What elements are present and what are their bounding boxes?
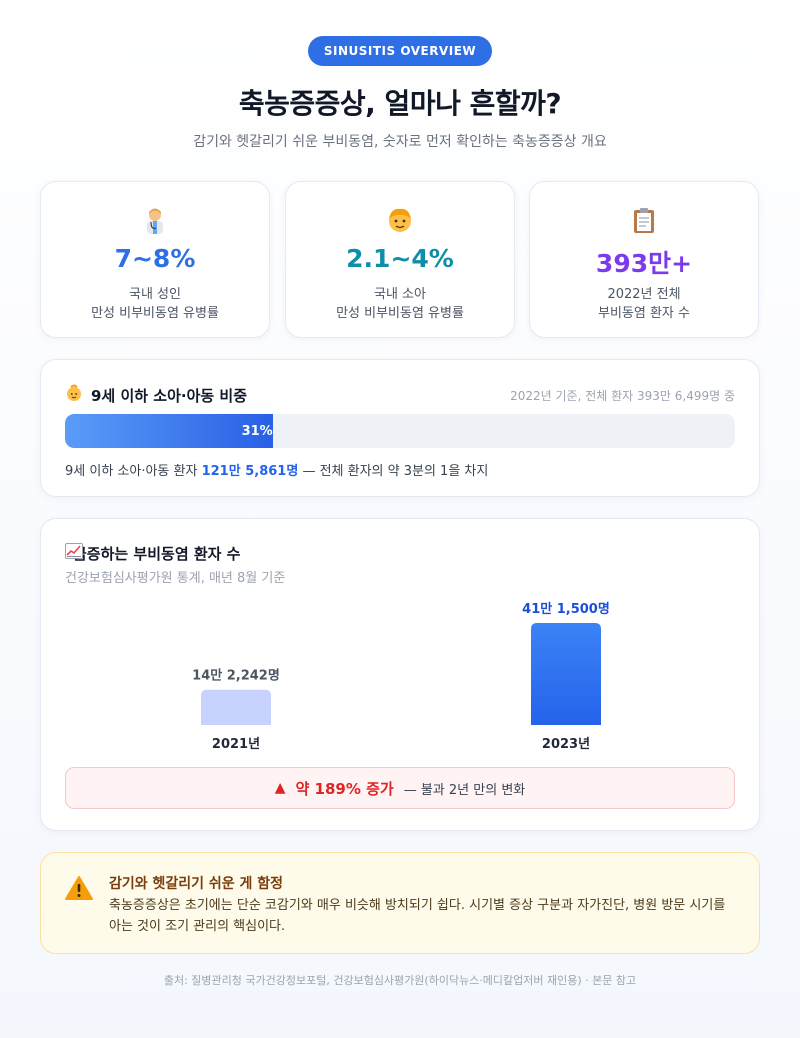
warning-card: 감기와 헷갈리기 쉬운 게 함정 축농증증상은 초기에는 단순 코감기와 매우 … bbox=[40, 852, 760, 954]
warning-icon bbox=[65, 875, 93, 905]
progress-track: 31% bbox=[65, 414, 735, 448]
stat-label: 부비동염 환자 수 bbox=[598, 306, 690, 321]
arrow-up-icon: ▲ bbox=[274, 780, 286, 796]
increase-label: 약 189% 증가 bbox=[295, 779, 394, 798]
overview-badge: SINUSITIS OVERVIEW bbox=[308, 36, 492, 66]
stat-label: 국내 소아 bbox=[374, 287, 426, 302]
warning-title: 감기와 헷갈리기 쉬운 게 함정 bbox=[109, 876, 284, 892]
bar-category-label: 2021년 bbox=[212, 737, 260, 752]
stat-card-child: 2.1~4% 국내 소아 만성 비부비동염 유병률 bbox=[285, 181, 515, 338]
proportion-title: 9세 이하 소아·아동 비중 bbox=[91, 386, 248, 405]
progress-fill: 31% bbox=[65, 414, 273, 448]
bar-category-label: 2023년 bbox=[542, 737, 590, 752]
stat-value: 7~8% bbox=[114, 244, 196, 273]
increase-note: — 불과 2년 만의 변화 bbox=[403, 782, 526, 798]
doctor-icon bbox=[41, 206, 269, 234]
page-title: 축농증증상, 얼마나 흔할까? bbox=[238, 87, 562, 120]
proportion-note: 2022년 기준, 전체 환자 393만 6,499명 중 bbox=[510, 389, 735, 403]
warning-body: 축농증증상은 초기에는 단순 코감기와 매우 비슷해 방치되기 쉽다. 시기별 … bbox=[109, 898, 726, 934]
bar-value-label: 41만 1,500명 bbox=[522, 601, 610, 617]
child-icon bbox=[286, 206, 514, 234]
chart-heading: 급증하는 부비동염 환자 수 bbox=[65, 543, 240, 564]
stat-card-adult: 7~8% 국내 성인 만성 비부비동염 유병률 bbox=[40, 181, 270, 338]
bar-0 bbox=[201, 689, 271, 725]
stat-label: 만성 비부비동염 유병률 bbox=[336, 306, 464, 321]
desc-suffix: — 전체 환자의 약 3분의 1을 차지 bbox=[302, 464, 489, 479]
patient-trend-card: 급증하는 부비동염 환자 수 건강보험심사평가원 통계, 매년 8월 기준 14… bbox=[40, 518, 760, 831]
stat-label: 국내 성인 bbox=[129, 287, 181, 302]
clipboard-icon bbox=[530, 206, 758, 234]
chart-title: 급증하는 부비동염 환자 수 bbox=[73, 545, 241, 563]
baby-icon bbox=[65, 384, 83, 406]
stat-label: 만성 비부비동염 유병률 bbox=[91, 306, 219, 321]
increase-callout: ▲ 약 189% 증가 — 불과 2년 만의 변화 bbox=[65, 767, 735, 809]
page-subtitle: 감기와 헷갈리기 쉬운 부비동염, 숫자로 먼저 확인하는 축농증증상 개요 bbox=[193, 134, 607, 150]
bottom-band bbox=[0, 1015, 800, 1038]
child-proportion-card: 9세 이하 소아·아동 비중 2022년 기준, 전체 환자 393만 6,49… bbox=[40, 359, 760, 497]
desc-highlight: 121만 5,861명 bbox=[201, 464, 299, 479]
proportion-description: 9세 이하 소아·아동 환자 121만 5,861명 — 전체 환자의 약 3분… bbox=[65, 460, 488, 479]
stat-card-total: 393만+ 2022년 전체 부비동염 환자 수 bbox=[529, 181, 759, 338]
progress-label: 31% bbox=[241, 423, 273, 439]
proportion-heading: 9세 이하 소아·아동 비중 bbox=[65, 384, 247, 406]
stat-value: 2.1~4% bbox=[346, 244, 454, 273]
bar-1 bbox=[531, 623, 601, 725]
stat-label: 2022년 전체 bbox=[607, 287, 681, 302]
bar-chart: 14만 2,242명 2021년 41만 1,500명 2023년 bbox=[192, 601, 610, 752]
bar-value-label: 14만 2,242명 bbox=[192, 668, 280, 684]
source-footer: 출처: 질병관리청 국가건강정보포털, 건강보험심사평가원(하이닥뉴스·메디칼업… bbox=[163, 974, 637, 987]
stat-value: 393만+ bbox=[595, 249, 693, 278]
desc-prefix: 9세 이하 소아·아동 환자 bbox=[65, 464, 198, 479]
chart-source: 건강보험심사평가원 통계, 매년 8월 기준 bbox=[65, 571, 286, 586]
